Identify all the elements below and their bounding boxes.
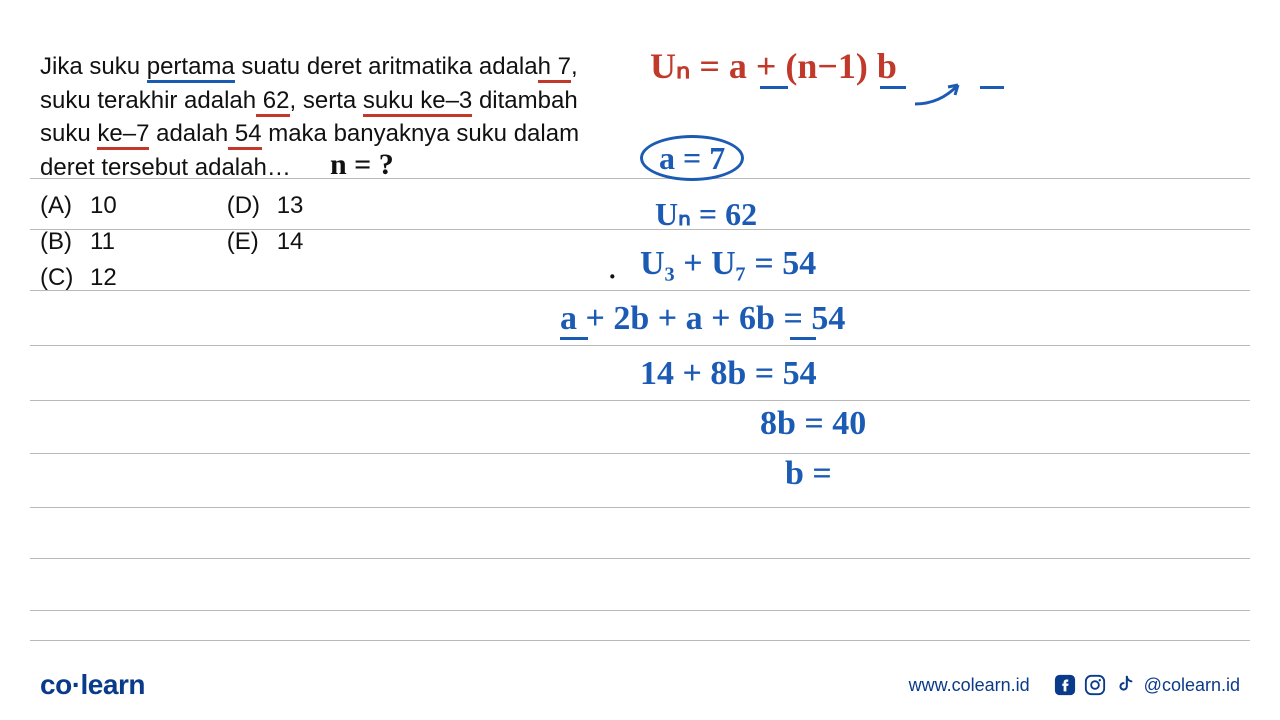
- options-col-1: (A) 10 (B) 11 (C) 12: [40, 192, 117, 292]
- q-text: suku terakhir adalah: [40, 87, 256, 114]
- option-label: (C): [40, 264, 72, 292]
- option-e: (E) 14: [227, 228, 304, 256]
- q-underlined: 54: [228, 120, 261, 150]
- option-label: (D): [227, 192, 259, 220]
- annotation-n-equals: n = ?: [330, 148, 394, 182]
- options: (A) 10 (B) 11 (C) 12 (D) 13 (E) 14: [40, 192, 303, 292]
- option-value: 10: [90, 192, 117, 220]
- q-text: ,: [571, 53, 578, 80]
- tiktok-icon: [1114, 674, 1136, 696]
- logo-dot: ·: [72, 669, 81, 700]
- hw-a-eq-7-text: a = 7: [659, 140, 725, 176]
- hw-u3-plus-u7: U₃ + U₇ = 54: [640, 245, 816, 283]
- q-text: suatu deret aritmatika adala: [235, 53, 538, 80]
- logo-part-a: co: [40, 669, 72, 700]
- options-col-2: (D) 13 (E) 14: [227, 192, 304, 292]
- footer-url: www.colearn.id: [909, 675, 1030, 696]
- q-underlined: pertama: [147, 53, 235, 83]
- hw-step-3: 8b = 40: [760, 405, 866, 443]
- hw-step-2: 14 + 8b = 54: [640, 355, 817, 393]
- option-c: (C) 12: [40, 264, 117, 292]
- q-text: maka banyaknya suku dalam: [262, 120, 580, 147]
- ruled-line: [30, 610, 1250, 611]
- hw-underline: [560, 337, 588, 340]
- question-line-1: Jika suku pertama suatu deret aritmatika…: [40, 50, 580, 84]
- question-line-4: deret tersebut adalah…: [40, 151, 580, 185]
- ruled-line: [30, 640, 1250, 641]
- arrow-icon: [910, 79, 970, 109]
- ruled-line: [30, 400, 1250, 401]
- option-value: 14: [277, 228, 304, 256]
- social-icons: @colearn.id: [1054, 674, 1240, 696]
- option-value: 11: [90, 228, 115, 256]
- facebook-icon: [1054, 674, 1076, 696]
- brand-logo: co·learn: [40, 669, 145, 701]
- question-line-3: suku ke–7 adalah 54 maka banyaknya suku …: [40, 117, 580, 151]
- logo-part-b: learn: [81, 669, 145, 700]
- viewport: Jika suku pertama suatu deret aritmatika…: [0, 0, 1280, 720]
- q-text: Jika suku: [40, 53, 147, 80]
- instagram-icon: [1084, 674, 1106, 696]
- option-d: (D) 13: [227, 192, 304, 220]
- hw-dot: ·: [608, 262, 617, 292]
- hw-step-4: b =: [785, 455, 832, 493]
- hw-underline: [980, 86, 1004, 89]
- q-underlined: 62: [256, 87, 289, 117]
- ruled-line: [30, 558, 1250, 559]
- option-value: 13: [277, 192, 304, 220]
- option-label: (B): [40, 228, 72, 256]
- q-text: suku: [40, 120, 97, 147]
- option-label: (E): [227, 228, 259, 256]
- hw-a-eq-7: a = 7: [640, 140, 744, 177]
- hw-formula-un: Uₙ = a + (n−1) b: [650, 45, 897, 87]
- footer-right: www.colearn.id @colearn.id: [909, 674, 1240, 696]
- option-value: 12: [90, 264, 117, 292]
- q-underlined: suku ke–3: [363, 87, 472, 117]
- q-underlined: h 7: [538, 53, 571, 83]
- hw-underline: [880, 86, 906, 89]
- hw-formula-un-text: Uₙ = a + (n−1) b: [650, 46, 897, 86]
- hw-underline: [790, 337, 816, 340]
- option-label: (A): [40, 192, 72, 220]
- option-a: (A) 10: [40, 192, 117, 220]
- hw-un-eq-62: Uₙ = 62: [655, 195, 757, 233]
- footer: co·learn www.colearn.id @colearn.id: [0, 650, 1280, 720]
- hw-circle: a = 7: [640, 135, 744, 181]
- question-line-2: suku terakhir adalah 62, serta suku ke–3…: [40, 84, 580, 118]
- ruled-line: [30, 453, 1250, 454]
- ruled-line: [30, 507, 1250, 508]
- question-block: Jika suku pertama suatu deret aritmatika…: [40, 50, 580, 184]
- q-text: adalah: [149, 120, 228, 147]
- hw-expand-text: a + 2b + a + 6b = 54: [560, 300, 845, 337]
- q-text: ditambah: [472, 87, 577, 114]
- hw-underline: [760, 86, 788, 89]
- q-underlined: ke–7: [97, 120, 149, 150]
- ruled-line: [30, 345, 1250, 346]
- footer-handle: @colearn.id: [1144, 675, 1240, 696]
- hw-expand: a + 2b + a + 6b = 54: [560, 300, 845, 338]
- option-b: (B) 11: [40, 228, 117, 256]
- q-text: , serta: [290, 87, 363, 114]
